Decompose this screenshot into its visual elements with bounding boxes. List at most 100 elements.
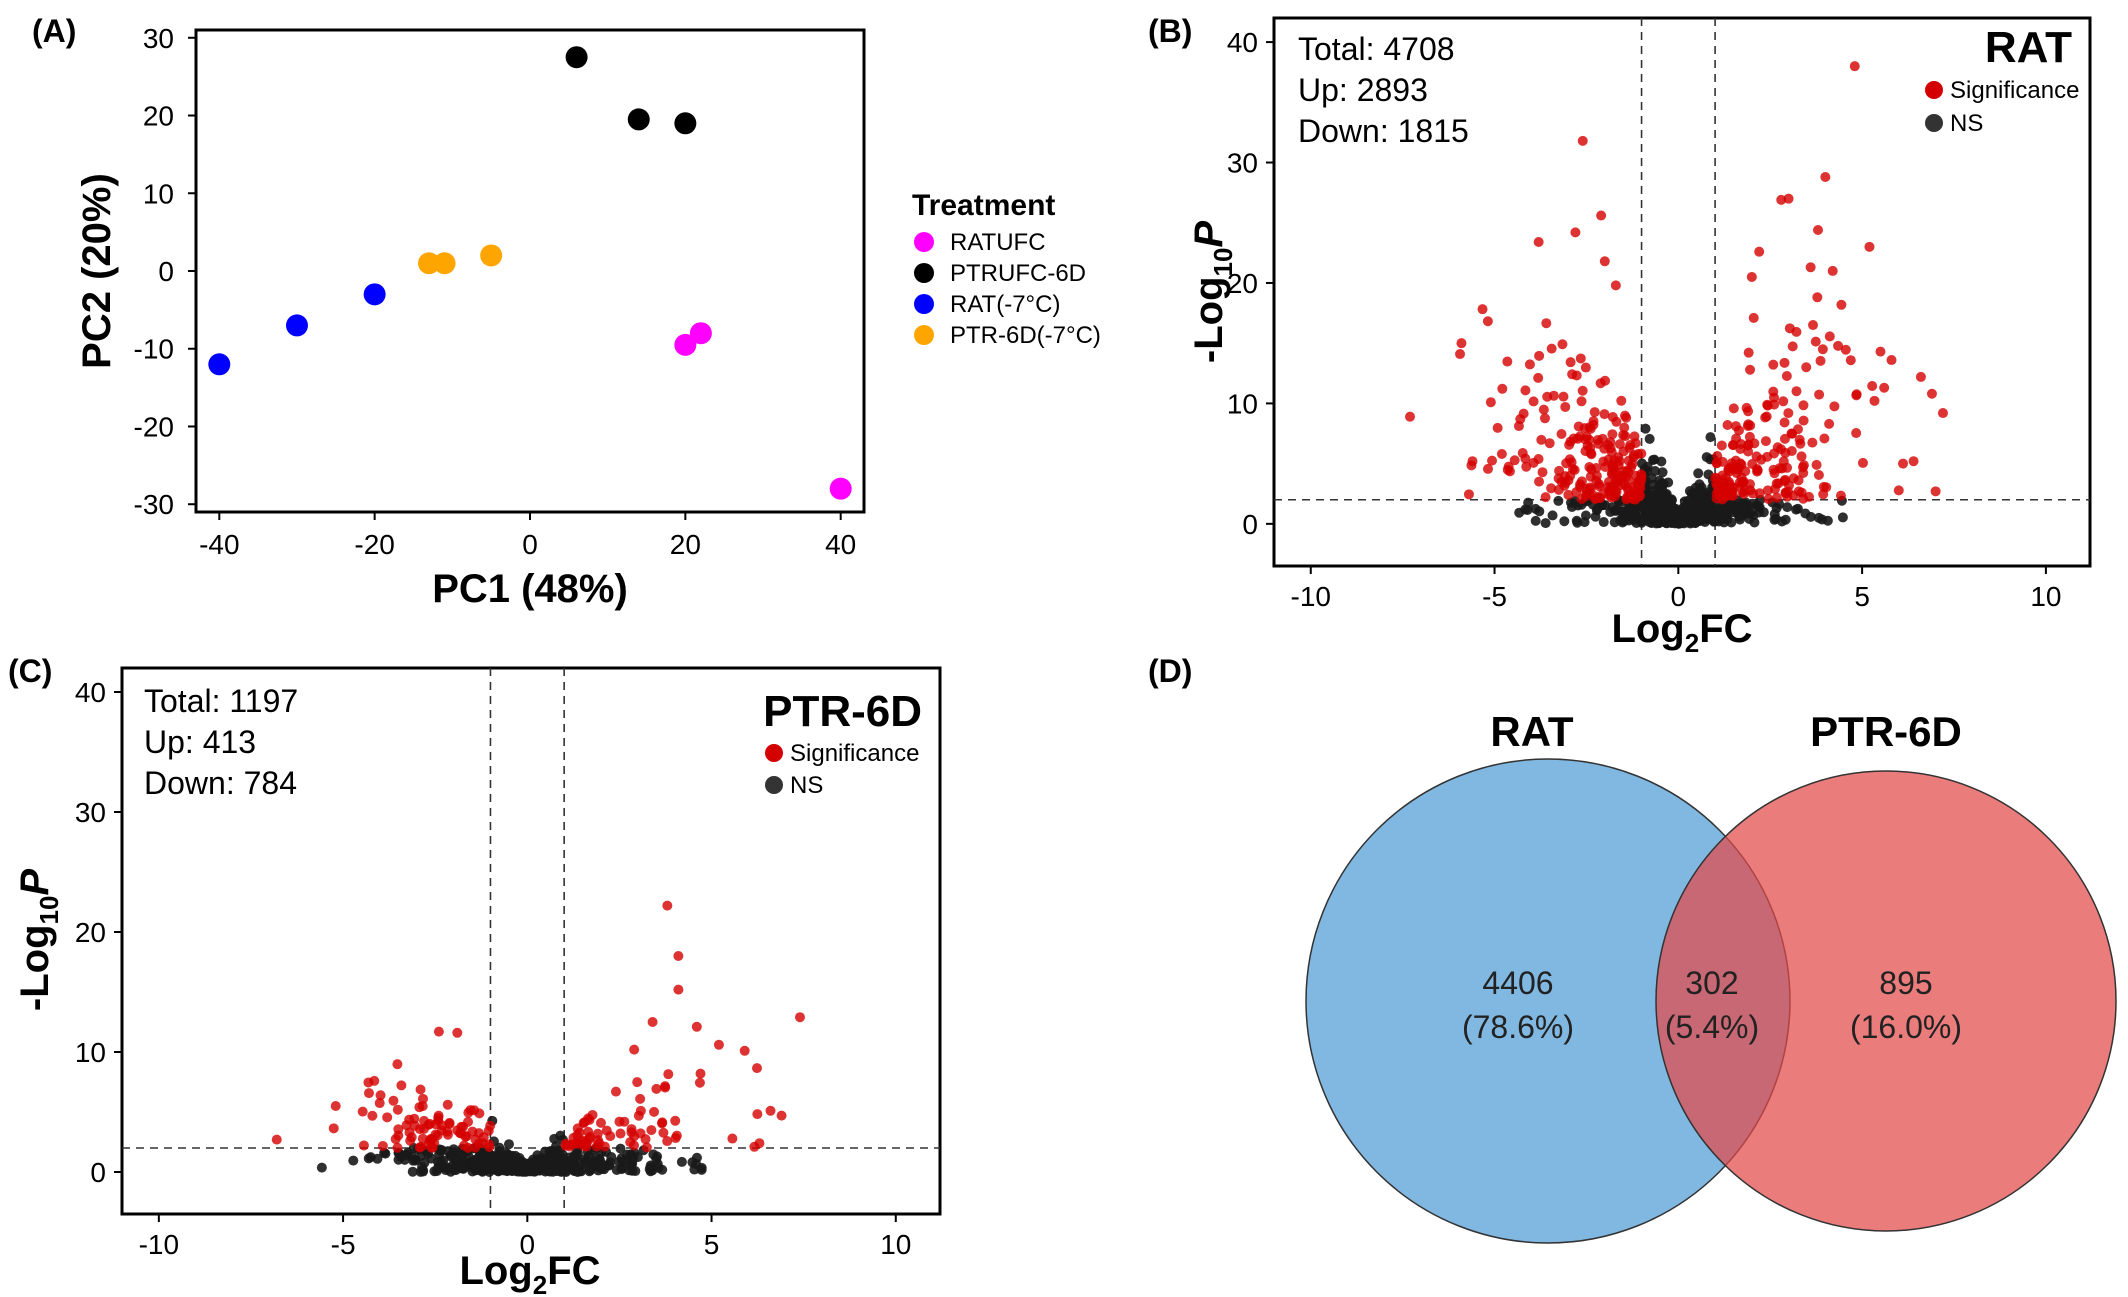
y-tick-label: 20: [143, 101, 174, 132]
significant-gene-point: [1813, 470, 1824, 481]
y-tick-label: 30: [1227, 148, 1258, 179]
significant-gene-point: [695, 1068, 706, 1079]
significant-gene-point: [1624, 490, 1635, 501]
panel-c-points: [271, 900, 805, 1177]
significant-gene-point: [363, 1088, 374, 1099]
significant-gene-point: [1591, 475, 1602, 486]
pca-point: [285, 314, 308, 337]
legend-marker: [914, 325, 934, 345]
ns-gene-point: [1598, 517, 1609, 528]
significant-gene-point: [473, 1128, 484, 1139]
significant-gene-point: [1576, 396, 1587, 407]
significant-gene-point: [1879, 382, 1890, 393]
significant-gene-point: [594, 1138, 605, 1149]
significant-gene-point: [1728, 440, 1739, 451]
significant-gene-point: [427, 1133, 438, 1144]
significant-gene-point: [465, 1105, 476, 1116]
panel-c-plot-frame: [120, 666, 942, 1216]
significant-gene-point: [1567, 464, 1578, 475]
ns-gene-point: [1696, 515, 1707, 526]
y-tick-label: 30: [143, 23, 174, 54]
ns-gene-point: [644, 1164, 655, 1175]
significant-gene-point: [1762, 485, 1773, 496]
pca-point: [418, 252, 441, 275]
y-tick-label: 0: [1242, 509, 1258, 540]
panel-c-condition-title: PTR-6D: [763, 687, 922, 736]
significant-gene-point: [754, 1138, 765, 1149]
pca-point: [433, 252, 456, 275]
y-tick-label: -30: [134, 489, 174, 520]
significant-gene-point: [1780, 487, 1791, 498]
panel-a-x-axis-title: PC1 (48%): [432, 567, 628, 611]
significant-gene-point: [437, 1120, 448, 1131]
legend-label: RATUFC: [950, 229, 1046, 256]
significant-gene-point: [673, 951, 684, 961]
ns-gene-point: [1630, 511, 1641, 522]
significant-gene-point: [1736, 478, 1747, 489]
significant-gene-point: [1763, 494, 1774, 505]
significant-gene-point: [1624, 442, 1635, 453]
significant-gene-point: [1768, 359, 1779, 370]
panel-a-y-axis-title: PC2 (20%): [75, 173, 119, 369]
ns-gene-point: [1696, 492, 1707, 503]
significant-gene-point: [635, 1105, 646, 1116]
x-tick-label: -40: [199, 529, 239, 560]
ns-gene-point: [1579, 517, 1590, 528]
panel-b-condition-title: RAT: [1985, 23, 2072, 72]
ns-gene-point: [1837, 512, 1848, 523]
significant-gene-point: [1574, 481, 1585, 492]
significant-gene-point: [271, 1134, 282, 1145]
ns-gene-point: [596, 1163, 607, 1174]
ns-gene-point: [1656, 478, 1667, 489]
significant-gene-point: [1467, 456, 1478, 467]
significant-gene-point: [1546, 343, 1557, 354]
significant-gene-point: [1482, 463, 1493, 474]
significant-gene-point: [1792, 424, 1803, 435]
ns-gene-point: [1547, 510, 1558, 521]
significant-gene-point: [635, 1128, 646, 1139]
significant-gene-point: [1898, 458, 1909, 469]
ns-gene-point: [1670, 516, 1681, 527]
significant-gene-point: [1747, 459, 1758, 470]
significant-gene-point: [1496, 448, 1507, 459]
significant-gene-point: [1559, 480, 1570, 491]
significant-gene-point: [1735, 458, 1746, 469]
venn-intersection-count: 302: [1685, 965, 1738, 1001]
ns-gene-point: [380, 1148, 391, 1159]
significant-gene-point: [1864, 241, 1875, 252]
significant-gene-point: [1717, 494, 1728, 505]
significant-gene-point: [1541, 318, 1552, 329]
panel-a-points: [208, 46, 852, 500]
ns-gene-point: [1791, 504, 1802, 515]
significant-gene-point: [1712, 480, 1723, 491]
significant-gene-point: [1607, 412, 1618, 423]
ns-gene-point: [1726, 507, 1737, 518]
significant-gene-point: [1760, 436, 1771, 447]
significant-gene-point: [1502, 356, 1513, 367]
ns-gene-point: [1649, 513, 1660, 524]
ns-gene-point: [1609, 505, 1620, 516]
significant-gene-point: [662, 900, 673, 911]
y-tick-label: 0: [90, 1157, 106, 1188]
significant-gene-point: [1636, 448, 1647, 459]
significant-gene-point: [1937, 408, 1948, 419]
significant-gene-point: [1627, 458, 1638, 469]
panel-b-up: Up: 2893: [1298, 72, 1428, 108]
significant-gene-point: [1908, 456, 1919, 467]
significant-gene-point: [409, 1113, 420, 1124]
significant-gene-point: [629, 1044, 640, 1055]
significant-gene-point: [1824, 418, 1835, 429]
significant-gene-point: [1561, 458, 1572, 469]
significant-gene-point: [662, 1136, 673, 1147]
significant-gene-point: [671, 1130, 682, 1141]
significant-gene-point: [1793, 475, 1804, 486]
panel-c-up: Up: 413: [144, 724, 256, 760]
panel-b-total: Total: 4708: [1298, 31, 1455, 67]
venn-rat-only-count: 4406: [1482, 965, 1553, 1001]
significant-gene-point: [1833, 340, 1844, 351]
panel-b-down: Down: 1815: [1298, 113, 1469, 149]
significant-gene-point: [1575, 353, 1586, 364]
significant-gene-point: [1798, 400, 1809, 411]
significant-gene-point: [619, 1116, 630, 1127]
venn-ptr-only-count: 895: [1879, 965, 1932, 1001]
